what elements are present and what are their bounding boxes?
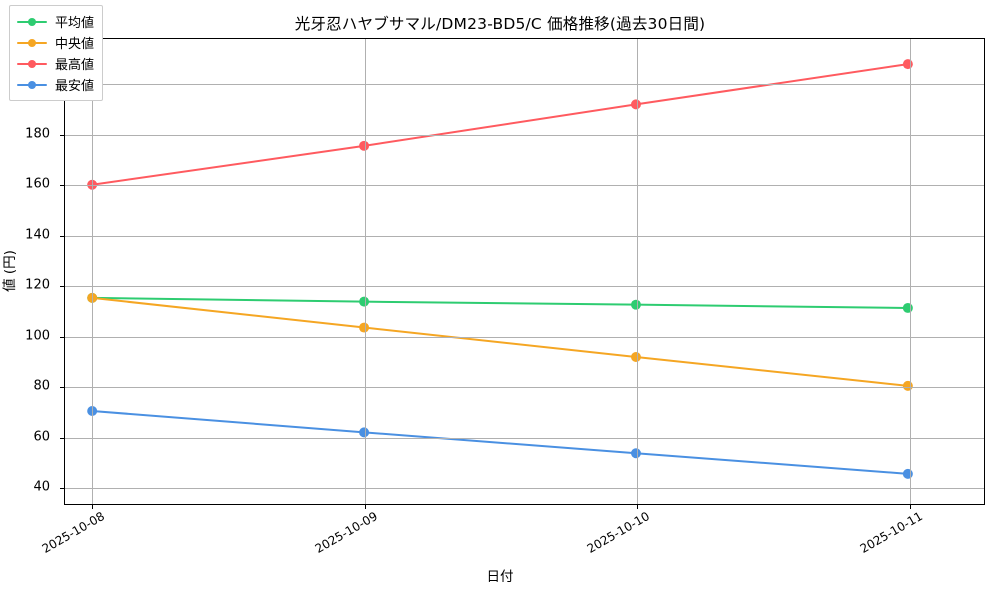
- data-point-marker: [87, 292, 98, 303]
- gridline-horizontal: [65, 488, 984, 490]
- x-tick-labels: 2025-10-08 2025-10-09 2025-10-10 2025-10-11: [40, 505, 985, 600]
- data-point-marker: [87, 179, 98, 190]
- gridline-horizontal: [65, 134, 984, 136]
- legend-item[interactable]: 最安値: [17, 74, 94, 95]
- y-tick-mark: [60, 235, 65, 237]
- y-tick-label: 180: [25, 126, 50, 142]
- plot-area: [60, 38, 985, 509]
- legend-item[interactable]: 中央値: [17, 32, 94, 53]
- data-point-marker: [87, 406, 98, 416]
- y-tick-label: 80: [33, 378, 50, 394]
- legend-item[interactable]: 平均値: [17, 11, 94, 32]
- data-point-marker: [359, 296, 370, 307]
- y-axis-title: 値 (円): [2, 250, 18, 292]
- gridline-vertical: [364, 39, 366, 504]
- y-tick-label: 100: [25, 328, 50, 344]
- y-tick-mark: [60, 134, 65, 136]
- legend-label: 平均値: [55, 16, 95, 31]
- x-tick-mark: [637, 504, 639, 509]
- y-tick-mark: [60, 185, 65, 187]
- y-tick-label: 140: [25, 227, 50, 243]
- data-point-marker: [630, 299, 641, 310]
- chart-legend: 平均値中央値最高値最安値: [9, 5, 104, 101]
- series-line: [92, 64, 908, 185]
- y-tick-label: 40: [33, 479, 50, 495]
- x-tick-label: 2025-10-10: [584, 509, 653, 556]
- series-line: [92, 298, 908, 308]
- series-line: [92, 298, 908, 386]
- gridline-horizontal: [65, 286, 984, 288]
- gridline-horizontal: [65, 387, 984, 389]
- y-tick-mark: [60, 488, 65, 490]
- x-tick-mark: [909, 504, 911, 509]
- x-tick-label: 2025-10-09: [312, 509, 380, 556]
- legend-label: 最安値: [55, 79, 95, 94]
- y-tick-label: 160: [25, 176, 50, 192]
- x-tick-mark: [364, 504, 366, 509]
- data-point-marker: [630, 351, 641, 362]
- gridline-vertical: [637, 39, 639, 504]
- data-point-marker: [630, 99, 641, 110]
- data-point-marker: [359, 322, 370, 333]
- y-tick-mark: [60, 437, 65, 439]
- data-point-marker: [902, 468, 913, 479]
- gridline-horizontal: [65, 336, 984, 338]
- data-point-marker: [630, 448, 641, 459]
- data-point-marker: [902, 380, 913, 391]
- legend-marker-icon: [17, 58, 47, 70]
- data-point-marker: [359, 427, 370, 438]
- legend-marker-icon: [17, 37, 47, 49]
- data-point-marker: [359, 140, 370, 151]
- gridline-vertical: [909, 39, 911, 504]
- legend-label: 中央値: [55, 37, 95, 52]
- gridline-horizontal: [65, 235, 984, 237]
- x-axis-title: 日付: [486, 569, 514, 585]
- gridline-horizontal: [65, 185, 984, 187]
- data-point-marker: [902, 302, 913, 313]
- x-tick-label: 2025-10-11: [857, 509, 925, 556]
- legend-label: 最高値: [55, 58, 95, 73]
- y-tick-mark: [60, 336, 65, 338]
- series-line: [92, 411, 908, 474]
- data-point-marker: [902, 59, 913, 70]
- gridline-horizontal: [65, 437, 984, 439]
- plot-svg: [87, 59, 913, 479]
- gridline-horizontal: [65, 84, 984, 86]
- legend-item[interactable]: 最高値: [17, 53, 94, 74]
- x-tick-mark: [92, 504, 94, 509]
- x-tick-label: 2025-10-08: [39, 509, 108, 556]
- y-tick-label: 120: [25, 277, 50, 293]
- y-tick-label: 60: [33, 429, 50, 445]
- y-tick-mark: [60, 387, 65, 389]
- legend-marker-icon: [17, 16, 47, 28]
- gridline-vertical: [92, 39, 94, 504]
- legend-marker-icon: [17, 79, 47, 91]
- chart-title: 光牙忍ハヤブサマル/DM23-BD5/C 価格推移(過去30日間): [294, 15, 706, 33]
- y-tick-mark: [60, 286, 65, 288]
